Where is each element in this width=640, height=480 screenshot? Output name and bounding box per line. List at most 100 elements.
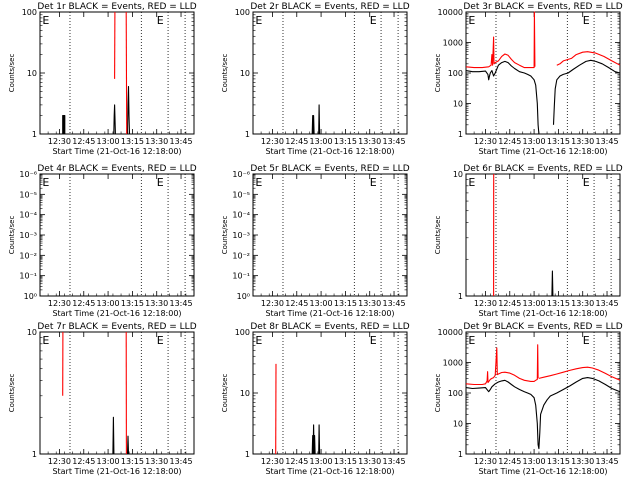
x-axis-label: Start Time (21-Oct-16 12:18:00) <box>478 309 607 318</box>
y-axis-label: Counts/sec <box>221 54 229 93</box>
plot-frame <box>465 173 621 297</box>
flag-mark: E <box>468 334 475 347</box>
y-tick-label: 100 <box>235 328 250 337</box>
x-tick-label: 13:45 <box>596 137 619 146</box>
x-tick-label: 13:30 <box>358 137 381 146</box>
series-events-line <box>311 115 315 135</box>
x-tick-label: 13:15 <box>547 457 570 466</box>
y-axis-label: Counts/sec <box>8 216 16 255</box>
flag-mark: E <box>468 14 475 27</box>
y-tick-label: 10⁻³ <box>19 231 37 240</box>
x-tick-label: 12:45 <box>285 299 308 308</box>
series-events-line <box>112 416 115 455</box>
x-axis-label: Start Time (21-Oct-16 12:18:00) <box>52 467 181 476</box>
x-tick-label: 13:30 <box>358 299 381 308</box>
y-tick-label: 10⁻¹ <box>19 272 37 281</box>
x-tick-label: 13:00 <box>97 457 120 466</box>
panel-title: Det 3r BLACK = Events, RED = LLD <box>463 2 622 12</box>
x-tick-label: 13:00 <box>97 137 120 146</box>
panel-title: Det 2r BLACK = Events, RED = LLD <box>250 2 409 12</box>
x-tick-label: 13:30 <box>571 299 594 308</box>
x-axis-label: Start Time (21-Oct-16 12:18:00) <box>265 467 394 476</box>
y-tick-label: 10⁻⁵ <box>19 190 37 199</box>
x-tick-label: 13:00 <box>310 137 333 146</box>
series-events-line <box>465 60 540 135</box>
series-events-line <box>62 115 66 135</box>
y-tick-label: 10 <box>240 389 250 398</box>
x-tick-label: 12:30 <box>261 137 284 146</box>
y-axis-label: Counts/sec <box>8 54 16 93</box>
x-tick-label: 13:30 <box>145 299 168 308</box>
y-tick-label: 1 <box>32 130 37 139</box>
x-tick-label: 12:30 <box>474 137 497 146</box>
x-tick-label: 13:45 <box>596 299 619 308</box>
x-axis-label: Start Time (21-Oct-16 12:18:00) <box>52 147 181 156</box>
y-tick-label: 1 <box>245 450 250 459</box>
y-axis-label: Counts/sec <box>8 374 16 413</box>
x-tick-label: 12:30 <box>261 457 284 466</box>
x-tick-label: 13:45 <box>170 137 193 146</box>
y-tick-label: 100 <box>235 8 250 17</box>
x-tick-label: 13:30 <box>145 137 168 146</box>
plot-frame <box>465 331 621 455</box>
series-events-line <box>318 104 321 135</box>
panel-title: Det 1r BLACK = Events, RED = LLD <box>37 2 196 12</box>
x-tick-label: 12:45 <box>498 299 521 308</box>
plot-frame <box>465 11 621 135</box>
x-tick-label: 13:45 <box>383 457 406 466</box>
y-tick-label: 10 <box>453 100 463 109</box>
series-events-line <box>311 424 316 455</box>
y-tick-label: 10⁻³ <box>232 231 250 240</box>
y-tick-label: 1000 <box>443 39 463 48</box>
series-lld-line <box>465 11 536 69</box>
x-tick-label: 13:30 <box>571 457 594 466</box>
flag-mark: E <box>583 176 590 189</box>
x-tick-label: 12:45 <box>72 457 95 466</box>
series-events-line <box>318 424 321 455</box>
y-tick-label: 10 <box>27 69 37 78</box>
x-axis-label: Start Time (21-Oct-16 12:18:00) <box>265 147 394 156</box>
flag-mark: E <box>583 334 590 347</box>
plot-frame <box>39 173 195 297</box>
x-tick-label: 13:45 <box>596 457 619 466</box>
y-tick-label: 1 <box>458 450 463 459</box>
panel-title: Det 7r BLACK = Events, RED = LLD <box>37 322 196 332</box>
x-tick-label: 13:30 <box>571 137 594 146</box>
panel-det-9: Det 9r BLACK = Events, RED = LLD 12:30 12:… <box>434 322 623 476</box>
x-axis-label: Start Time (21-Oct-16 12:18:00) <box>52 309 181 318</box>
y-tick-label: 10 <box>453 420 463 429</box>
x-tick-label: 13:15 <box>121 137 144 146</box>
flag-mark: E <box>42 14 49 27</box>
panel-title: Det 6r BLACK = Events, RED = LLD <box>463 164 622 174</box>
x-tick-label: 13:00 <box>523 137 546 146</box>
x-tick-label: 12:30 <box>261 299 284 308</box>
x-tick-label: 12:30 <box>48 137 71 146</box>
x-axis-label: Start Time (21-Oct-16 12:18:00) <box>478 467 607 476</box>
y-tick-label: 10⁻⁵ <box>232 190 250 199</box>
panel-det-5: Det 5r BLACK = Events, RED = LLD 12:30 12:… <box>221 164 410 318</box>
flag-mark: E <box>42 176 49 189</box>
flag-mark: E <box>255 334 262 347</box>
series-lld-line <box>538 366 621 381</box>
x-tick-label: 13:00 <box>523 299 546 308</box>
x-tick-label: 13:30 <box>358 457 381 466</box>
flag-mark: E <box>468 176 475 189</box>
flag-mark: E <box>370 14 377 27</box>
series-lld-line <box>125 11 128 135</box>
panel-det-4: Det 4r BLACK = Events, RED = LLD 12:30 12:… <box>8 164 197 318</box>
x-tick-label: 13:45 <box>170 457 193 466</box>
y-tick-label: 1 <box>245 130 250 139</box>
flag-mark: E <box>42 334 49 347</box>
panel-det-3: Det 3r BLACK = Events, RED = LLD 12:30 12:… <box>434 2 623 156</box>
series-events-line <box>126 435 130 455</box>
series-events-line <box>465 377 621 450</box>
y-tick-label: 10 <box>27 328 37 337</box>
x-tick-label: 12:45 <box>498 457 521 466</box>
series-events-line <box>126 85 131 135</box>
y-tick-label: 10⁰ <box>237 292 250 301</box>
flag-mark: E <box>583 14 590 27</box>
y-tick-label: 100 <box>22 8 37 17</box>
series-lld-line <box>556 51 621 66</box>
y-axis-label: Counts/sec <box>434 216 442 255</box>
plot-frame <box>252 11 408 135</box>
